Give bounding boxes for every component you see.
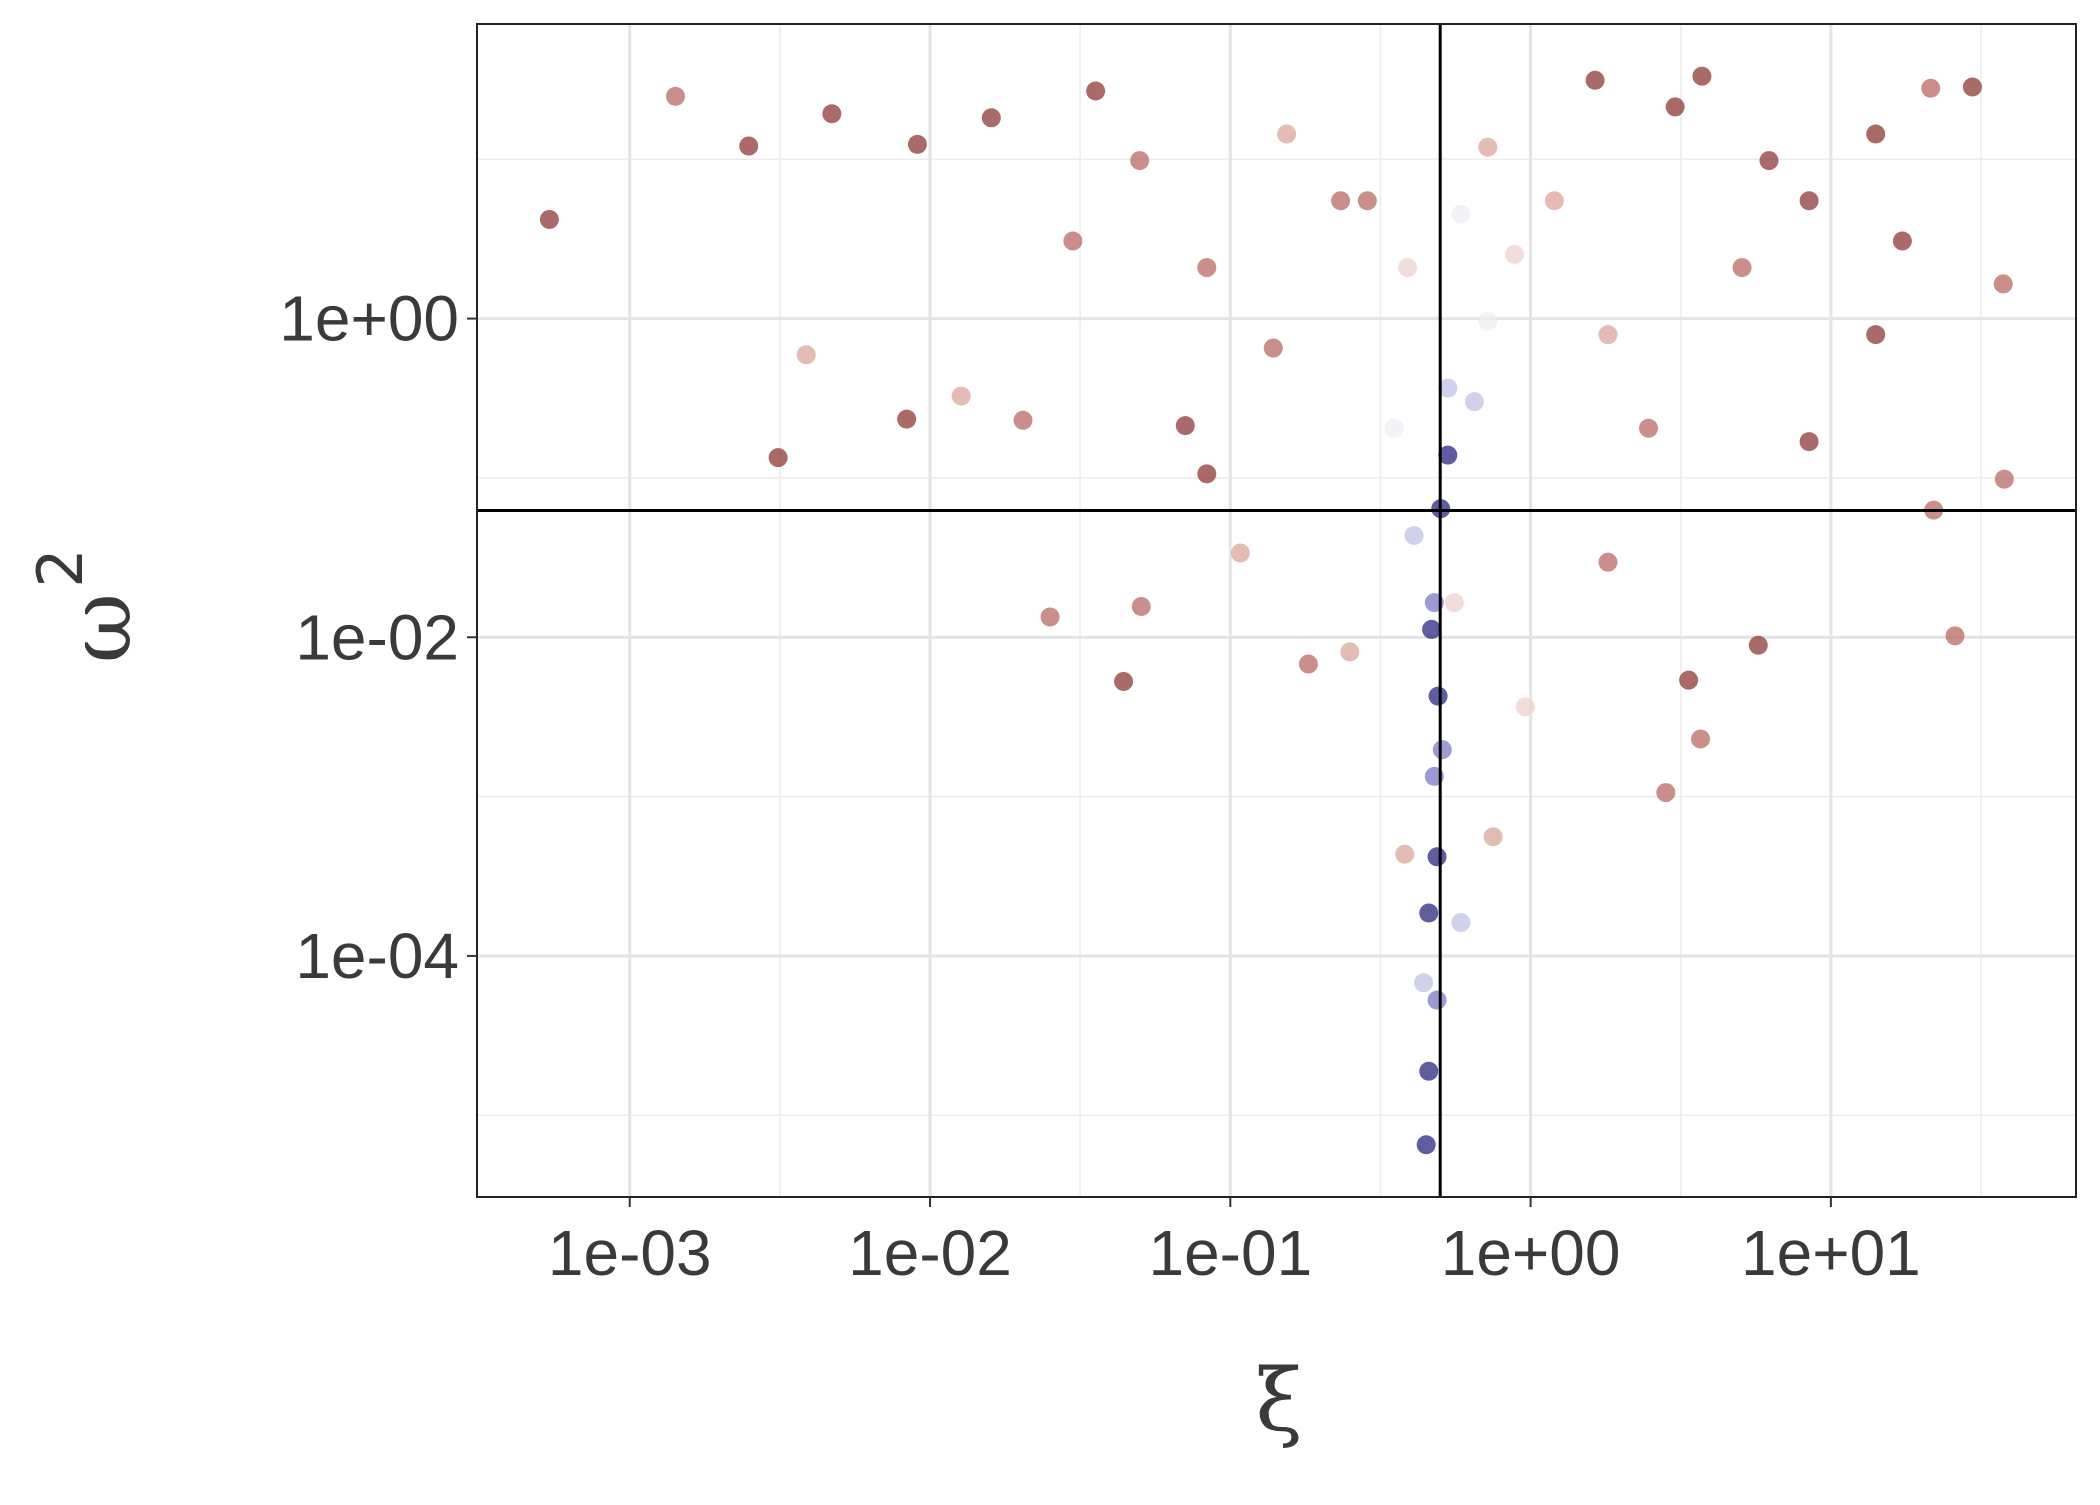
point [1585, 70, 1605, 90]
point [1544, 191, 1564, 211]
point [1427, 990, 1447, 1010]
point [1384, 418, 1404, 438]
point [897, 409, 917, 429]
point [1397, 258, 1417, 278]
point [822, 104, 842, 124]
grid [477, 24, 2076, 1197]
point [739, 136, 759, 156]
point [1478, 137, 1498, 157]
point [1665, 97, 1685, 117]
point [1732, 258, 1752, 278]
point [1419, 903, 1439, 923]
point [539, 209, 559, 229]
point [1131, 596, 1151, 616]
point [1759, 151, 1779, 171]
point [1921, 78, 1941, 98]
point [1994, 469, 2014, 489]
point [1451, 204, 1471, 224]
point [1962, 77, 1982, 97]
point [1691, 729, 1711, 749]
x-axis-label: ξ [1255, 1351, 1302, 1451]
point [1298, 654, 1318, 674]
point [1422, 619, 1442, 639]
point [1331, 191, 1351, 211]
point [1175, 416, 1195, 436]
reference-lines [477, 24, 2076, 1197]
point [1679, 670, 1699, 690]
point [1263, 338, 1283, 358]
point [1040, 607, 1060, 627]
point [1598, 325, 1618, 345]
point [1419, 1061, 1439, 1081]
point [1063, 231, 1083, 251]
point [1013, 410, 1033, 430]
point [1598, 552, 1618, 572]
point [1866, 325, 1886, 345]
point [1395, 844, 1415, 864]
point [1505, 244, 1525, 264]
x-tick-label: 1e-02 [848, 1217, 1012, 1289]
point [1197, 258, 1217, 278]
x-tick-label: 1e+01 [1741, 1217, 1921, 1289]
point [1464, 392, 1484, 412]
point [665, 86, 685, 106]
point [1892, 231, 1912, 251]
x-tick-label: 1e-03 [548, 1217, 712, 1289]
point [1656, 783, 1676, 803]
y-axis-label-superscript: 2 [24, 548, 97, 587]
point [1357, 191, 1377, 211]
point [1866, 124, 1886, 144]
point [981, 108, 1001, 128]
point [1130, 151, 1150, 171]
point [1427, 847, 1447, 867]
point [1416, 1135, 1436, 1155]
point [1197, 464, 1217, 484]
point [1515, 697, 1535, 717]
point [1799, 191, 1819, 211]
point [1438, 378, 1458, 398]
point [1086, 81, 1106, 101]
points [539, 66, 2014, 1155]
point [1438, 445, 1458, 465]
point [1451, 913, 1471, 933]
point [1692, 66, 1712, 86]
y-tick-label: 1e-04 [295, 920, 459, 992]
y-axis-label: ω 2 [24, 548, 151, 663]
y-tick-label: 1e+00 [279, 283, 459, 355]
point [768, 448, 788, 468]
point [1993, 274, 2013, 294]
point [1945, 626, 1965, 646]
point [1404, 526, 1424, 546]
point [951, 386, 971, 406]
point [1478, 311, 1498, 331]
point [1799, 432, 1819, 452]
point [1428, 686, 1448, 706]
point [1340, 642, 1360, 662]
point [1748, 635, 1768, 655]
point [1277, 124, 1297, 144]
point [1114, 671, 1134, 691]
point [796, 345, 816, 365]
point [1414, 973, 1434, 993]
ticks: 1e-03 1e-02 1e-01 1e+00 1e+01 1e-04 1e-02 1e+00 [279, 283, 1921, 1289]
point [1230, 543, 1250, 563]
point [1444, 593, 1464, 613]
point [1639, 418, 1659, 438]
point [1483, 827, 1503, 847]
plot-border [476, 23, 2077, 1198]
x-tick-label: 1e-01 [1148, 1217, 1312, 1289]
point [1432, 740, 1452, 760]
y-axis-label-base: ω [51, 593, 151, 663]
point [907, 134, 927, 154]
y-tick-label: 1e-02 [295, 601, 459, 673]
x-tick-label: 1e+00 [1441, 1217, 1621, 1289]
